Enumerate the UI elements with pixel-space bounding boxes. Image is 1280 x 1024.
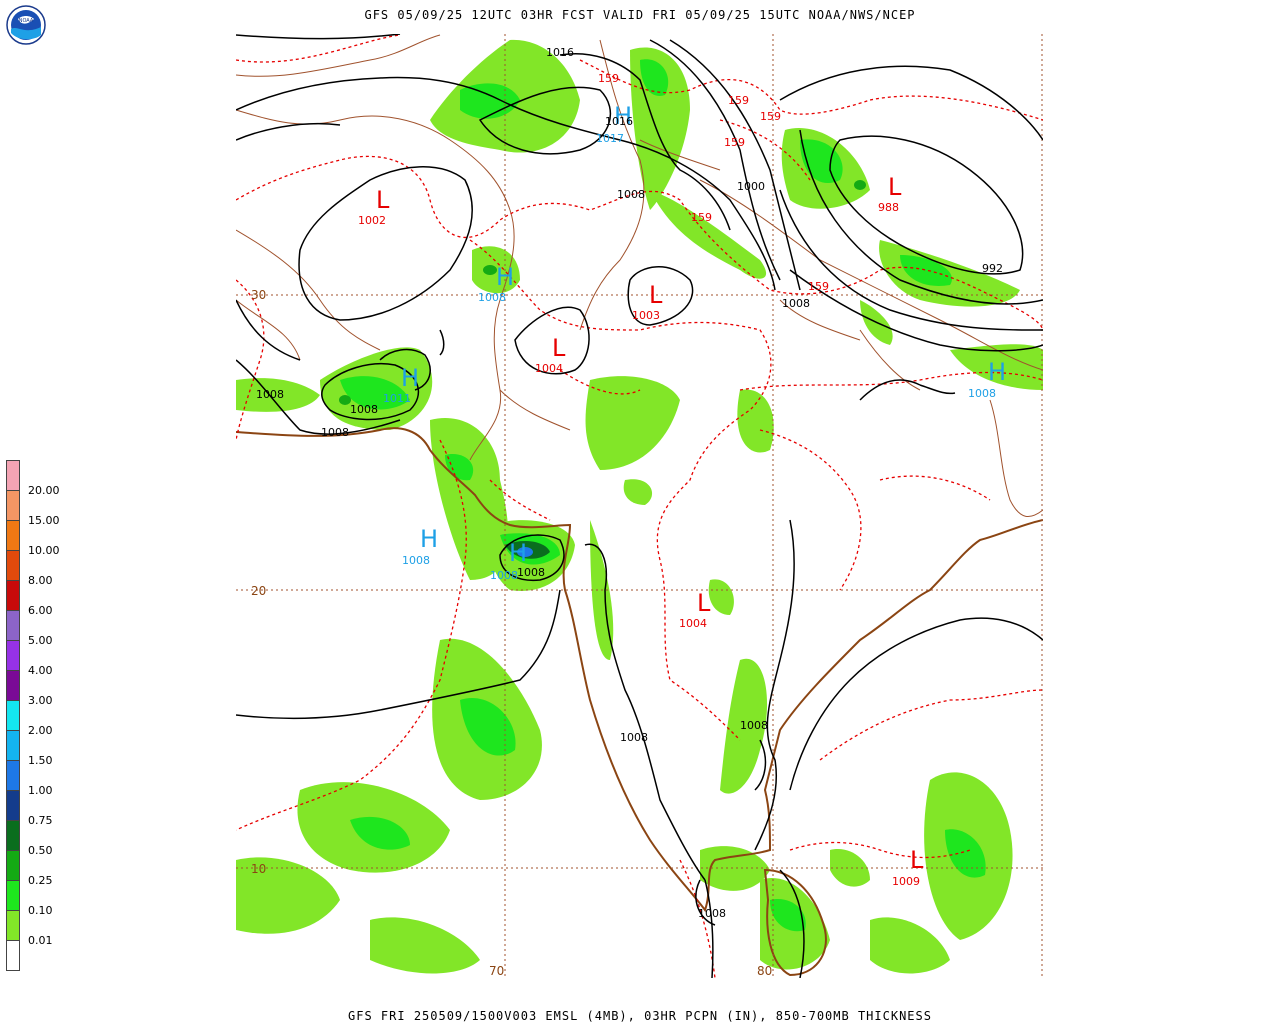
legend-swatch	[6, 730, 20, 760]
high-symbol: H	[401, 364, 419, 392]
isobar-label: 1008	[517, 566, 545, 579]
legend-swatch	[6, 820, 20, 850]
legend-label: 6.00	[28, 604, 53, 617]
lat-10-label: 10	[251, 862, 266, 876]
thickness-label: 159	[691, 211, 712, 224]
high-symbol: H	[614, 102, 632, 130]
legend-swatch	[6, 790, 20, 820]
lon-80-label: 80	[757, 964, 772, 978]
high-symbol: H	[496, 263, 514, 291]
legend-swatch	[6, 850, 20, 880]
low-value: 1003	[632, 309, 660, 322]
legend-swatch	[6, 460, 20, 490]
high-value: 1008	[402, 554, 430, 567]
isobar-label: 1008	[350, 403, 378, 416]
high-symbol: H	[420, 525, 438, 553]
legend-swatch	[6, 760, 20, 790]
precipitation-legend: 20.00 15.00 10.00 8.00 6.00 5.00 4.00 3.00 2.00 1…	[6, 460, 60, 971]
low-symbol: L	[910, 846, 924, 874]
high-symbol: H	[509, 539, 527, 567]
high-symbol: H	[988, 358, 1006, 386]
political-borders	[236, 34, 1043, 518]
high-value: 1008	[968, 387, 996, 400]
isobar-labels: 1016 1016 1008 1000 992 1008 1008 1008 1…	[256, 46, 1003, 920]
isobar-label: 1000	[737, 180, 765, 193]
low-symbol: L	[552, 334, 566, 362]
legend-swatch	[6, 670, 20, 700]
lat-20-label: 20	[251, 584, 266, 598]
low-value: 1002	[358, 214, 386, 227]
chart-title: GFS 05/09/25 12UTC 03HR FCST VALID FRI 0…	[364, 8, 916, 22]
pressure-centers: L 1002 H 1017 L 988 H 1008 L 1003 L 1004…	[358, 102, 1006, 888]
lat-30-label: 30	[251, 288, 266, 302]
legend-label: 2.00	[28, 724, 53, 737]
legend-swatch	[6, 700, 20, 730]
isobar-label: 992	[982, 262, 1003, 275]
thickness-label: 159	[808, 280, 829, 293]
legend-label: 4.00	[28, 664, 53, 677]
low-value: 1004	[535, 362, 563, 375]
high-value: 1017	[596, 132, 624, 145]
low-symbol: L	[376, 186, 390, 214]
isobar-label: 1008	[256, 388, 284, 401]
isobar-label: 1016	[546, 46, 574, 59]
legend-swatch	[6, 640, 20, 670]
thickness-label: 159	[728, 94, 749, 107]
thickness-label: 159	[760, 110, 781, 123]
legend-swatch	[6, 580, 20, 610]
isobar-label: 1008	[620, 731, 648, 744]
legend-swatch	[6, 520, 20, 550]
legend-label: 15.00	[28, 514, 60, 527]
legend-label: 5.00	[28, 634, 53, 647]
isobar-label: 1008	[698, 907, 726, 920]
isobar-label: 1008	[617, 188, 645, 201]
precipitation-core	[339, 180, 866, 559]
grid-labels: 30 20 10 70 80	[251, 288, 772, 978]
isobar-label: 1008	[782, 297, 810, 310]
low-value: 1009	[892, 875, 920, 888]
thickness-label: 159	[724, 136, 745, 149]
logo-text: NOAA	[19, 18, 34, 24]
legend-swatch	[6, 940, 20, 971]
low-symbol: L	[697, 589, 711, 617]
legend-label: 0.50	[28, 844, 53, 857]
legend-swatch	[6, 880, 20, 910]
legend-label: 1.50	[28, 754, 53, 767]
legend-label: 8.00	[28, 574, 53, 587]
low-symbol: L	[888, 173, 902, 201]
legend-label: 0.10	[28, 904, 53, 917]
noaa-logo-icon: NOAA	[6, 5, 46, 45]
legend-label: 10.00	[28, 544, 60, 557]
legend-label: 0.25	[28, 874, 53, 887]
legend-swatch	[6, 910, 20, 940]
low-symbol: L	[649, 281, 663, 309]
coastline	[236, 427, 1043, 977]
legend-label: 20.00	[28, 484, 60, 497]
isobar-label: 1008	[740, 719, 768, 732]
isobar-label: 1008	[321, 426, 349, 439]
high-value: 1008	[478, 291, 506, 304]
low-value: 1004	[679, 617, 707, 630]
legend-swatch	[6, 610, 20, 640]
isobar-label: 1016	[605, 115, 633, 128]
thickness-label: 159	[598, 72, 619, 85]
low-value: 988	[878, 201, 899, 214]
legend-label: 0.01	[28, 934, 53, 947]
thickness-labels: 159 159 159 159 159 159	[598, 72, 829, 293]
isobars	[236, 34, 1043, 978]
legend-label: 0.75	[28, 814, 53, 827]
legend-label: 1.00	[28, 784, 53, 797]
chart-footer: GFS FRI 250509/1500V003 EMSL (4MB), 03HR…	[348, 1009, 932, 1023]
lat-lon-grid	[236, 34, 1043, 978]
high-value: 1008	[490, 569, 518, 582]
legend-label: 3.00	[28, 694, 53, 707]
high-value: 1011	[383, 392, 411, 405]
legend-swatch	[6, 490, 20, 520]
lon-70-label: 70	[489, 964, 504, 978]
legend-swatch	[6, 550, 20, 580]
